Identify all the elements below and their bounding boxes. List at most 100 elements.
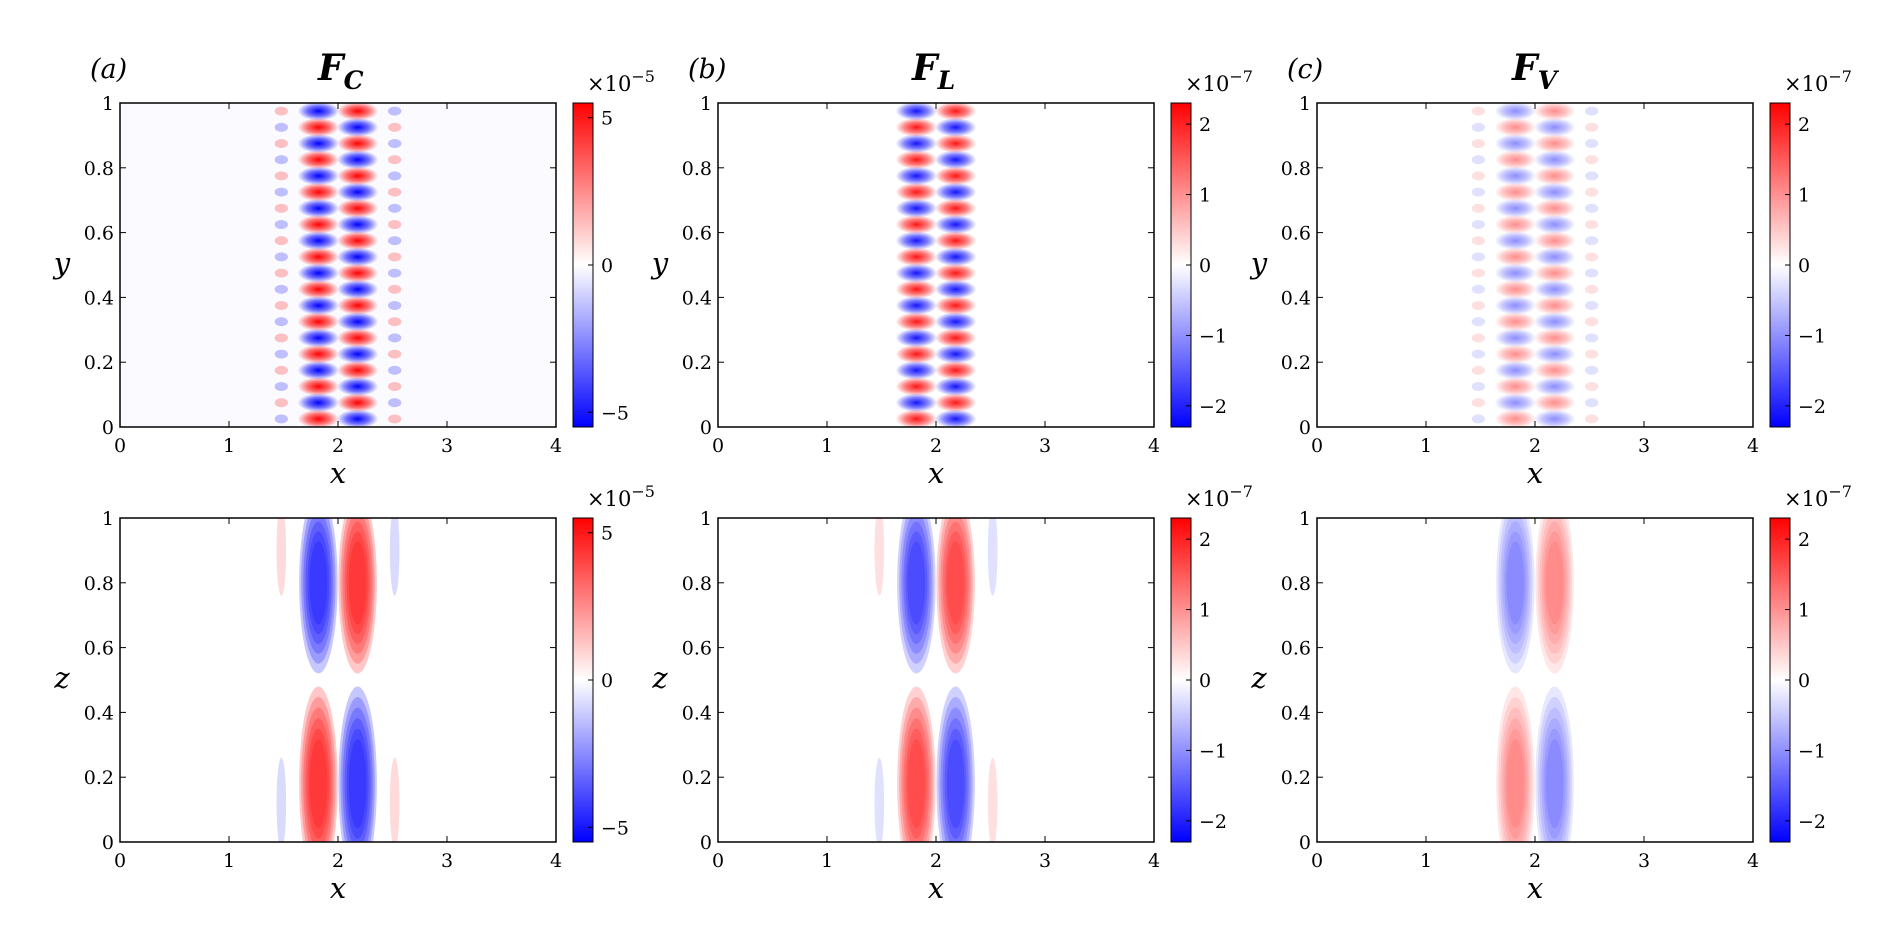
side-lobe xyxy=(274,252,288,262)
stripe-cell xyxy=(336,103,379,121)
side-lobe xyxy=(1585,187,1599,197)
y-axis-label: y xyxy=(52,246,71,280)
lobe-contour xyxy=(1543,728,1566,839)
stripe-cell xyxy=(297,263,340,283)
stripe-cell xyxy=(895,247,938,267)
colorbar-multiplier: ×10−7 xyxy=(1784,482,1852,511)
lobe-contour xyxy=(344,521,371,645)
stripe-cell xyxy=(934,328,977,348)
side-lobe xyxy=(388,219,402,230)
x-tick-label: 1 xyxy=(223,850,235,872)
x-tick-label: 1 xyxy=(1420,435,1432,457)
colorbar-tick-label: −2 xyxy=(1199,396,1227,418)
colorbar: 2 1 0 −1 −2 ×10−7 xyxy=(1769,482,1852,843)
colorbar-tick-label: 1 xyxy=(1199,185,1211,207)
x-tick-label: 2 xyxy=(930,435,942,457)
lobe-contour xyxy=(903,521,930,645)
y-tick-label: 1 xyxy=(102,93,114,115)
stripe-cell xyxy=(1533,247,1576,267)
side-lobe xyxy=(274,365,288,375)
colorbar-tick-label: 0 xyxy=(1798,670,1810,692)
colorbar: 5 0 −5 ×10−5 xyxy=(572,67,655,428)
side-lobe xyxy=(1471,122,1485,132)
x-tick-label: 0 xyxy=(114,850,126,872)
stripe-cell xyxy=(895,117,938,137)
x-tick-label: 0 xyxy=(712,850,724,872)
stripe-cell xyxy=(1533,231,1576,251)
side-lobe xyxy=(1585,171,1599,181)
x-tick-label: 4 xyxy=(550,850,562,872)
y-tick-label: 0 xyxy=(102,417,114,439)
plot-panel-b-bottom: 0 1 2 3 4 0 0.2 0.4 0.6 0.8 1 x z 2 1 0 −1 −2 ×10−7 xyxy=(651,482,1253,905)
colorbar-tick-label: −1 xyxy=(1199,325,1227,347)
colorbar: 2 1 0 −1 −2 ×10−7 xyxy=(1170,482,1253,843)
stripe-cell xyxy=(1494,328,1537,348)
column-c-header: (c) FV xyxy=(1287,47,1560,95)
lobe-contour xyxy=(903,718,930,842)
column-a-header: (a) FC xyxy=(90,47,364,95)
x-tick-label: 4 xyxy=(1747,435,1759,457)
side-lobe xyxy=(274,219,288,230)
panel-tag-c: (c) xyxy=(1287,54,1323,85)
side-lobe xyxy=(388,300,402,311)
stripe-cell xyxy=(1533,360,1576,380)
lobe-contour xyxy=(338,518,377,674)
lobe-contour xyxy=(299,686,338,842)
lobe-contour xyxy=(1535,518,1574,674)
side-lobe xyxy=(274,155,288,165)
side-lobe xyxy=(274,171,288,181)
x-tick-label: 2 xyxy=(930,850,942,872)
lobe-contour xyxy=(1543,531,1566,635)
lobe-contour xyxy=(946,739,965,829)
y-tick-label: 0.6 xyxy=(1281,638,1311,660)
lobe-contour xyxy=(1535,686,1574,842)
stripe-cell xyxy=(336,166,379,186)
side-lobe xyxy=(389,757,400,842)
colorbar: 5 0 −5 ×10−5 xyxy=(572,482,655,843)
side-lobe xyxy=(388,398,402,408)
stripe-cell xyxy=(297,296,340,315)
lobe-contour xyxy=(1539,518,1570,654)
y-tick-label: 0.4 xyxy=(84,702,114,724)
lobe-contour xyxy=(342,518,373,654)
side-lobe xyxy=(274,203,288,213)
stripe-cell xyxy=(895,103,938,121)
lobe-contour xyxy=(1506,739,1525,829)
stripe-cell xyxy=(1494,296,1537,315)
plot-background xyxy=(718,103,1154,427)
x-tick-label: 0 xyxy=(114,435,126,457)
stripe-cell xyxy=(1494,409,1537,427)
side-lobe xyxy=(987,518,998,596)
x-axis-label: x xyxy=(330,456,346,490)
side-lobe xyxy=(1471,138,1485,149)
stripe-cell xyxy=(1533,150,1576,170)
stripe-cell xyxy=(895,312,938,332)
lobe-contour xyxy=(946,541,965,625)
side-lobe xyxy=(1585,268,1599,278)
y-tick-label: 0.8 xyxy=(682,158,712,180)
x-tick-label: 4 xyxy=(550,435,562,457)
side-lobe xyxy=(1585,349,1599,359)
stripe-cell xyxy=(336,409,379,427)
stripe-cell xyxy=(1494,166,1537,186)
side-lobe xyxy=(388,333,402,343)
stripe-cell xyxy=(1494,215,1537,234)
stripe-cell xyxy=(297,215,340,234)
lobe-contour xyxy=(303,707,334,842)
stripe-cell xyxy=(1494,377,1537,396)
side-lobe xyxy=(1471,284,1485,294)
x-tick-label: 2 xyxy=(1529,435,1541,457)
stripe-cell xyxy=(336,263,379,283)
stripe-cell xyxy=(934,182,977,202)
lobe-contour xyxy=(905,531,928,635)
side-lobe xyxy=(1471,219,1485,230)
stripe-cell xyxy=(934,215,977,234)
stripe-cell xyxy=(1533,279,1576,299)
plot-background xyxy=(120,518,556,842)
lobe-contour xyxy=(901,707,932,842)
x-tick-label: 1 xyxy=(1420,850,1432,872)
side-lobe xyxy=(1585,317,1599,327)
lobe-contour xyxy=(1506,541,1525,625)
plot-background xyxy=(120,103,556,427)
stripe-cell xyxy=(934,409,977,427)
